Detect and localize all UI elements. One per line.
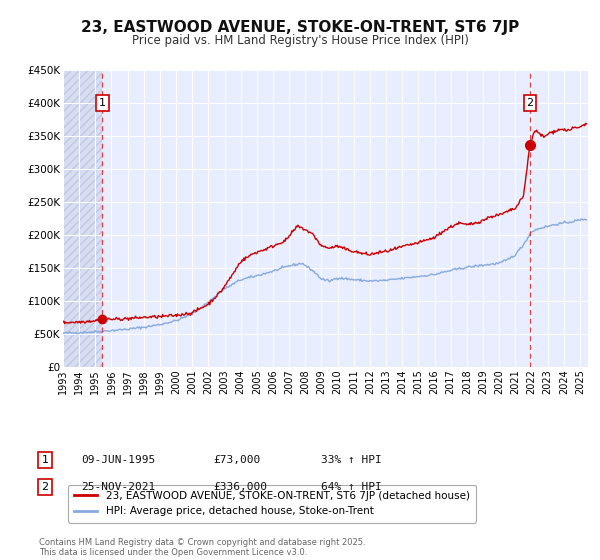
Text: 23, EASTWOOD AVENUE, STOKE-ON-TRENT, ST6 7JP: 23, EASTWOOD AVENUE, STOKE-ON-TRENT, ST6… — [81, 20, 519, 35]
Text: £336,000: £336,000 — [213, 482, 267, 492]
Text: 1: 1 — [99, 98, 106, 108]
Text: £73,000: £73,000 — [213, 455, 260, 465]
Text: 2: 2 — [526, 98, 533, 108]
Text: Contains HM Land Registry data © Crown copyright and database right 2025.
This d: Contains HM Land Registry data © Crown c… — [39, 538, 365, 557]
Text: 33% ↑ HPI: 33% ↑ HPI — [321, 455, 382, 465]
Text: 1: 1 — [41, 455, 49, 465]
Text: 64% ↑ HPI: 64% ↑ HPI — [321, 482, 382, 492]
Text: 2: 2 — [41, 482, 49, 492]
Text: 25-NOV-2021: 25-NOV-2021 — [81, 482, 155, 492]
Bar — [63, 70, 103, 367]
Legend: 23, EASTWOOD AVENUE, STOKE-ON-TRENT, ST6 7JP (detached house), HPI: Average pric: 23, EASTWOOD AVENUE, STOKE-ON-TRENT, ST6… — [68, 485, 476, 522]
Text: 09-JUN-1995: 09-JUN-1995 — [81, 455, 155, 465]
Text: Price paid vs. HM Land Registry's House Price Index (HPI): Price paid vs. HM Land Registry's House … — [131, 34, 469, 46]
